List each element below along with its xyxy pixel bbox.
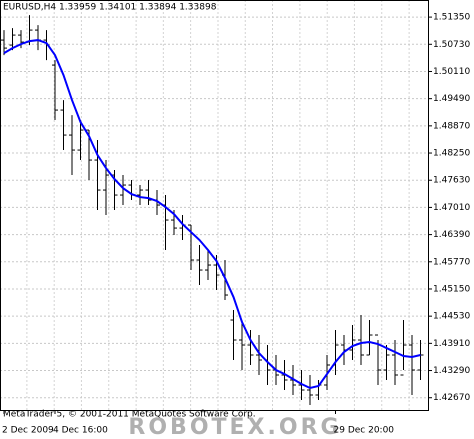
y-tick-label: 1.48250 <box>433 149 470 159</box>
chart-title: EURUSD,H4 1.33959 1.34101 1.33894 1.3389… <box>3 3 217 13</box>
x-tick-label: 29 Dec 20:00 <box>334 426 395 436</box>
y-tick-label: 1.49490 <box>433 94 470 104</box>
x-tick-label: 4 Dec 16:00 <box>53 426 108 436</box>
moving-average <box>3 39 421 390</box>
y-tick-label: 1.43910 <box>433 339 470 349</box>
y-tick-label: 1.51350 <box>433 13 470 23</box>
y-tick-label: 1.46390 <box>433 230 470 240</box>
y-tick-label: 1.47010 <box>433 203 470 213</box>
y-tick-label: 1.50110 <box>433 67 470 77</box>
y-tick-label: 1.43290 <box>433 366 470 376</box>
y-tick-label: 1.48870 <box>433 121 470 131</box>
x-tick-label: 2 Dec 2009 <box>2 426 54 436</box>
footer: MetaTrader 5, © 2001-2011 MetaQuotes Sof… <box>3 410 256 420</box>
y-tick-label: 1.45150 <box>433 284 470 294</box>
y-tick-label: 1.50730 <box>433 40 470 50</box>
y-tick-label: 1.44530 <box>433 312 470 322</box>
plot-frame <box>0 0 429 411</box>
watermark: ROBOTEX.ORG <box>128 415 341 439</box>
vertical-grid <box>0 0 428 410</box>
y-tick-label: 1.47630 <box>433 176 470 186</box>
y-tick-label: 1.42670 <box>433 393 470 403</box>
y-tick-label: 1.45770 <box>433 257 470 267</box>
